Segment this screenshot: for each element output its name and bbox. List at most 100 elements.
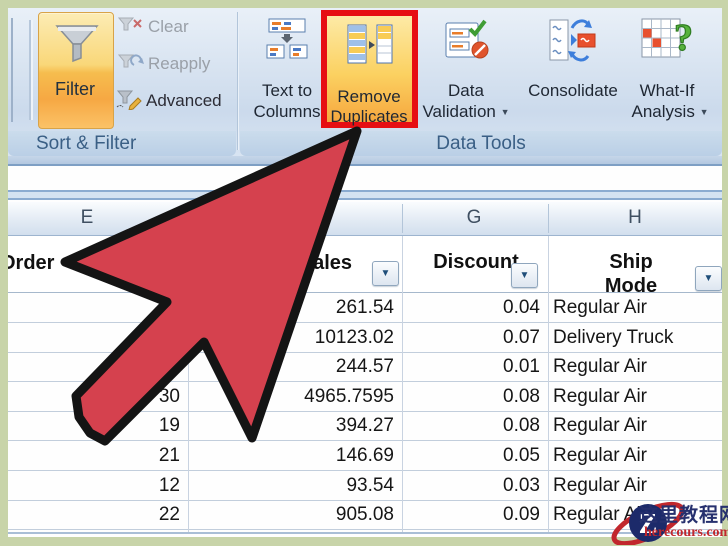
- cell-f[interactable]: 93.54: [346, 474, 394, 496]
- remove-duplicates-button-line2[interactable]: Duplicates: [330, 108, 408, 126]
- what-if-analysis-button-line2[interactable]: Analysis ▼: [631, 102, 709, 121]
- consolidate-icon: [548, 16, 600, 69]
- ribbon-left-divider-2: [29, 20, 31, 120]
- grid-line: [548, 236, 549, 532]
- cell-g[interactable]: 0.08: [503, 385, 540, 407]
- column-separator: [402, 204, 403, 233]
- cell-g[interactable]: 0.05: [503, 445, 540, 466]
- frame-border-left: [0, 0, 8, 546]
- cell-f[interactable]: 10123.02: [314, 326, 394, 348]
- grid-line: [188, 236, 189, 532]
- what-if-analysis-button[interactable]: What-If: [639, 81, 695, 100]
- sort-and-filter-group-label: Sort & Filter: [8, 131, 236, 156]
- cell-f[interactable]: 146.69: [335, 445, 394, 466]
- cell-h[interactable]: Regular Air: [553, 415, 647, 437]
- text-to-columns-button[interactable]: Text to: [261, 81, 313, 100]
- filter-button[interactable]: [38, 12, 114, 129]
- cell-e[interactable]: 19: [158, 415, 180, 437]
- watermark: Z 这里教程网 herecours.com: [585, 483, 728, 545]
- frame-border-right: [722, 0, 728, 546]
- table-row[interactable]: 30 4965.7595 0.08 Regular Air: [8, 382, 722, 412]
- ribbon-bottom-edge: [8, 156, 722, 166]
- highlight-red-box: Remove Duplicates: [321, 10, 418, 128]
- data-validation-button-line2[interactable]: Validation ▼: [422, 102, 510, 121]
- cell-h[interactable]: Delivery Truck: [553, 326, 674, 348]
- column-header-h[interactable]: H: [628, 207, 642, 228]
- sheet-top-border: [8, 190, 722, 200]
- column-header-e[interactable]: E: [80, 207, 94, 228]
- sales-filter-dropdown[interactable]: ▼: [372, 261, 399, 286]
- dropdown-arrow-icon: ▼: [500, 107, 510, 117]
- cell-h[interactable]: Regular Air: [553, 445, 647, 466]
- cell-e[interactable]: 30: [158, 385, 180, 407]
- cell-h[interactable]: Regular Air: [553, 385, 647, 407]
- cell-e[interactable]: 21: [158, 445, 180, 466]
- ship-mode-filter-dropdown[interactable]: ▼: [695, 266, 722, 291]
- frame-border-bottom: [0, 537, 728, 546]
- cell-e[interactable]: 12: [158, 474, 180, 496]
- remove-duplicates-icon: [346, 24, 394, 71]
- table-row[interactable]: 19 394.27 0.08 Regular Air: [8, 411, 722, 442]
- cell-g[interactable]: 0.01: [503, 356, 540, 378]
- filter-arrow-icon: ▼: [703, 273, 714, 284]
- data-validation-icon: [444, 16, 490, 67]
- cell-e[interactable]: 22: [158, 504, 180, 526]
- cell-f[interactable]: 4965.7595: [304, 385, 394, 407]
- sheet-bottom-line: [8, 532, 722, 534]
- table-row[interactable]: 21 146.69 0.05 Regular Air: [8, 441, 722, 471]
- clear-label: Clear: [148, 17, 189, 36]
- filter-arrow-icon: ▼: [380, 268, 391, 279]
- watermark-site-url: herecours.com: [644, 525, 728, 540]
- cell-f[interactable]: 394.27: [335, 415, 394, 437]
- order-column-header: Order: [0, 252, 55, 274]
- cell-g[interactable]: 0.09: [503, 504, 540, 526]
- ribbon-group-divider: [237, 12, 238, 150]
- reapply-menu-item[interactable]: Reapply: [117, 53, 238, 79]
- cell-h[interactable]: Regular Air: [553, 297, 647, 318]
- svg-text:?: ?: [674, 17, 693, 59]
- ribbon-left-divider: [11, 18, 13, 122]
- filter-arrow-icon: ▼: [519, 270, 530, 281]
- discount-filter-dropdown[interactable]: ▼: [511, 263, 538, 288]
- frame-border-top: [0, 0, 728, 8]
- table-row[interactable]: 261.54 0.04 Regular Air: [8, 293, 722, 323]
- watermark-site-name: 这里教程网: [639, 504, 728, 526]
- cell-f[interactable]: 261.54: [335, 297, 394, 318]
- column-header-g[interactable]: G: [466, 207, 482, 228]
- advanced-label: Advanced: [146, 91, 222, 110]
- column-separator: [548, 204, 549, 233]
- grid-line: [402, 236, 403, 532]
- text-to-columns-button-line2[interactable]: Columns: [253, 102, 321, 121]
- svg-text:Z: Z: [639, 509, 658, 540]
- table-row[interactable]: 12 93.54 0.03 Regular Air: [8, 471, 722, 501]
- watermark-logo-icon: Z: [611, 501, 685, 545]
- clear-filter-icon: [117, 17, 144, 40]
- reapply-label: Reapply: [148, 54, 211, 73]
- table-row[interactable]: 10123.02 0.07 Delivery Truck: [8, 323, 722, 353]
- filter-button-label: Filter: [55, 79, 95, 99]
- reapply-filter-icon: [117, 54, 144, 77]
- remove-duplicates-button[interactable]: Remove: [337, 87, 401, 106]
- cell-h[interactable]: Regular Air: [553, 504, 647, 526]
- funnel-icon: [54, 23, 100, 70]
- consolidate-button[interactable]: Consolidate: [528, 81, 618, 100]
- table-row[interactable]: 244.57 0.01 Regular Air: [8, 352, 722, 383]
- dropdown-arrow-icon: ▼: [699, 107, 709, 117]
- text-to-columns-icon: [265, 18, 309, 67]
- table-row[interactable]: 22 905.08 0.09 Regular Air: [8, 500, 722, 531]
- advanced-filter-icon: [116, 90, 144, 114]
- cell-g[interactable]: 0.04: [503, 297, 540, 318]
- cell-h[interactable]: Regular Air: [553, 474, 647, 496]
- cell-f[interactable]: 905.08: [335, 504, 394, 526]
- advanced-menu-item[interactable]: Advanced: [116, 90, 240, 116]
- cell-h[interactable]: Regular Air: [553, 356, 647, 378]
- cell-g[interactable]: 0.07: [503, 326, 540, 348]
- data-validation-button[interactable]: Data: [448, 81, 484, 100]
- cell-f[interactable]: 244.57: [335, 356, 394, 378]
- clear-menu-item[interactable]: Clear: [117, 16, 238, 42]
- cell-g[interactable]: 0.03: [503, 474, 540, 496]
- ship-mode-column-header: Ship Mode: [604, 251, 658, 297]
- cell-g[interactable]: 0.08: [503, 415, 540, 437]
- what-if-analysis-icon: ?: [640, 14, 696, 69]
